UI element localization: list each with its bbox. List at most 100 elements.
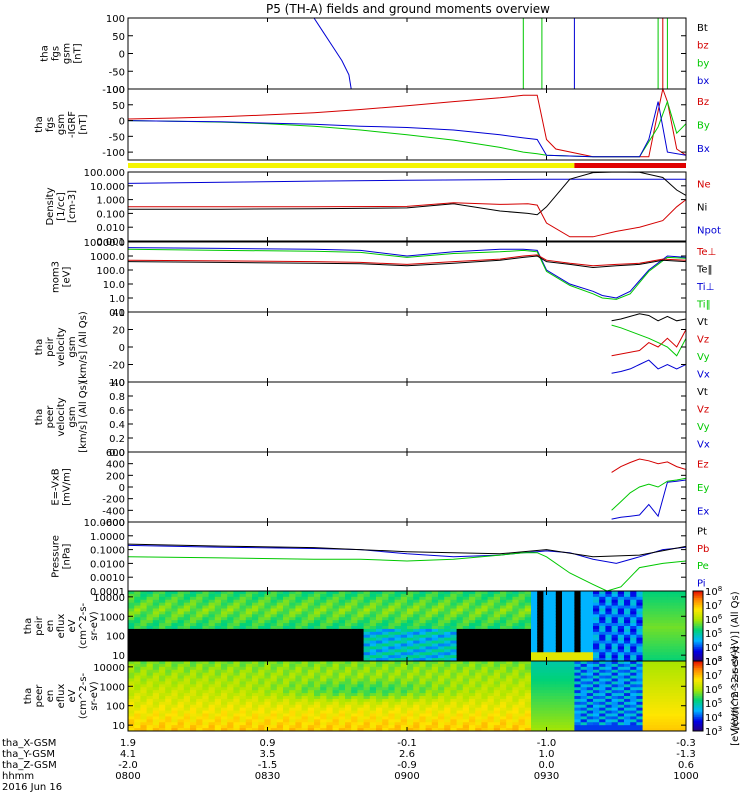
y-tick-label: 1.0000	[90, 532, 125, 543]
legend-entry: Npot	[697, 226, 721, 237]
y-tick-label: 100	[106, 632, 125, 643]
colorbar-tick: 107	[705, 669, 722, 682]
y-tick-label: 50	[112, 101, 125, 112]
legend-entry: Ti‖	[696, 299, 711, 310]
legend-entry: Ey	[697, 483, 709, 494]
y-axis-label: -IGRF	[67, 111, 78, 138]
series-line-Npot	[128, 178, 686, 184]
y-tick-label: -20	[109, 361, 125, 372]
y-axis-label: eflux	[56, 684, 67, 709]
y-tick-label: 0.0100	[90, 559, 125, 570]
series-line-Vy	[611, 324, 686, 357]
y-tick-label: 1.0	[109, 294, 125, 305]
x-tick-label: -0.3	[676, 738, 696, 749]
y-axis-label: tha	[23, 688, 34, 704]
y-tick-label: 1.0	[109, 378, 125, 389]
y-tick-label: 20	[112, 326, 125, 337]
panel-frame	[127, 88, 687, 161]
y-tick-label: 10	[112, 651, 125, 662]
y-axis-label: tha	[34, 339, 45, 355]
y-axis-label: en	[45, 620, 56, 633]
y-tick-label: 1000	[100, 682, 125, 693]
y-tick-label: 50	[112, 32, 125, 43]
y-tick-label: 0.4	[109, 420, 125, 431]
series-line-Te‖	[128, 255, 686, 269]
status-bar-yellow	[128, 163, 575, 168]
x-tick-label: 1000	[673, 771, 698, 782]
legend-entry: Vz	[697, 404, 709, 415]
colorbar-label: [eV/(cm^2-s-sr-eV)] (All Qs)	[730, 591, 741, 730]
panel-frame	[127, 451, 687, 523]
spectrogram-10	[128, 661, 686, 731]
legend-entry: by	[697, 58, 709, 69]
y-axis-label: eV	[67, 689, 78, 702]
y-tick-label: 600	[106, 448, 125, 459]
y-tick-label: 0.1000	[90, 546, 125, 557]
colorbar-tick: 108	[705, 585, 722, 598]
x-tick-label: 0930	[534, 771, 559, 782]
x-tick-label: -1.0	[537, 738, 557, 749]
y-tick-label: 10	[112, 721, 125, 732]
y-axis-label: gsm	[62, 43, 73, 64]
y-tick-label: 100.000	[84, 168, 125, 179]
legend-entry: Bz	[697, 97, 709, 108]
legend-entry: Vt	[697, 317, 708, 328]
y-tick-label: 0.2	[109, 434, 125, 445]
y-tick-label: 10.0	[103, 280, 125, 291]
series-line-Ti‖	[128, 248, 686, 300]
x-axis-labels: tha_X-GSM 1.9 0.9 -0.1 -1.0 -0.3 tha_Y-GSM 4.1 3…	[2, 738, 699, 782]
y-axis-label: sr-eV)	[89, 611, 100, 640]
y-tick-label: 0	[119, 343, 125, 354]
x-tick-label: -0.9	[397, 760, 417, 771]
colorbar-tick: 104	[705, 641, 723, 654]
y-tick-label: 10.0000	[84, 518, 125, 529]
spectrogram-9	[128, 591, 686, 661]
panel-6: 1.0 0.8 0.6 0.4 0.2 0.0 tha peer velocity gsm [km/…	[34, 378, 710, 459]
panel-frame	[127, 241, 687, 313]
legend-entry: By	[697, 121, 710, 132]
legend-entry: Ez	[697, 460, 709, 471]
legend-entry: Pe	[697, 561, 709, 572]
legend-entry: Pt	[697, 527, 707, 538]
y-tick-label: 200	[106, 471, 125, 482]
x-tick-label: 0800	[115, 771, 140, 782]
y-axis-label: peir	[34, 615, 45, 635]
x-axis-row-label: tha_Z-GSM	[2, 760, 57, 771]
y-tick-label: 0.6	[109, 406, 125, 417]
legend-entry: bx	[697, 76, 709, 87]
legend-entry: Te‖	[696, 264, 713, 275]
y-tick-label: 40	[112, 308, 125, 319]
legend-entry: Ti⊥	[696, 282, 714, 293]
panel-frame	[127, 311, 687, 383]
legend-entry: Vt	[697, 387, 708, 398]
y-tick-label: -50	[109, 67, 125, 78]
legend-entry: Vx	[697, 369, 710, 380]
colorbar-tick: 107	[705, 599, 722, 612]
panel-frame	[127, 381, 687, 453]
legend-entry: Ex	[697, 506, 709, 517]
y-axis-label: eV	[67, 619, 78, 632]
panel-5: 40 20 0 -20 -40 tha peir velocity gsm [km/s] (All…	[34, 308, 710, 389]
figure-title: P5 (TH-A) fields and ground moments over…	[266, 2, 550, 16]
series-line-Te⊥	[128, 254, 686, 267]
x-tick-label: 0.6	[678, 760, 694, 771]
y-axis-label: [eV]	[62, 267, 73, 288]
y-axis-label: mom3	[51, 261, 62, 293]
x-tick-label: -1.3	[676, 749, 696, 760]
series-line-Bz	[128, 89, 686, 158]
legend-entry: Vx	[697, 439, 710, 450]
legend-entry: Vy	[697, 352, 710, 363]
y-axis-label: [cm-3]	[67, 190, 78, 223]
x-tick-label: 3.5	[260, 749, 276, 760]
y-tick-label: -400	[102, 506, 125, 517]
x-tick-label: -2.0	[118, 760, 138, 771]
colorbar-tick: 106	[705, 683, 723, 696]
y-tick-label: 0	[119, 50, 125, 61]
y-axis-label: velocity	[56, 397, 67, 436]
y-tick-label: 0.8	[109, 392, 125, 403]
y-tick-label: -200	[102, 495, 125, 506]
y-tick-label: 0	[119, 117, 125, 128]
